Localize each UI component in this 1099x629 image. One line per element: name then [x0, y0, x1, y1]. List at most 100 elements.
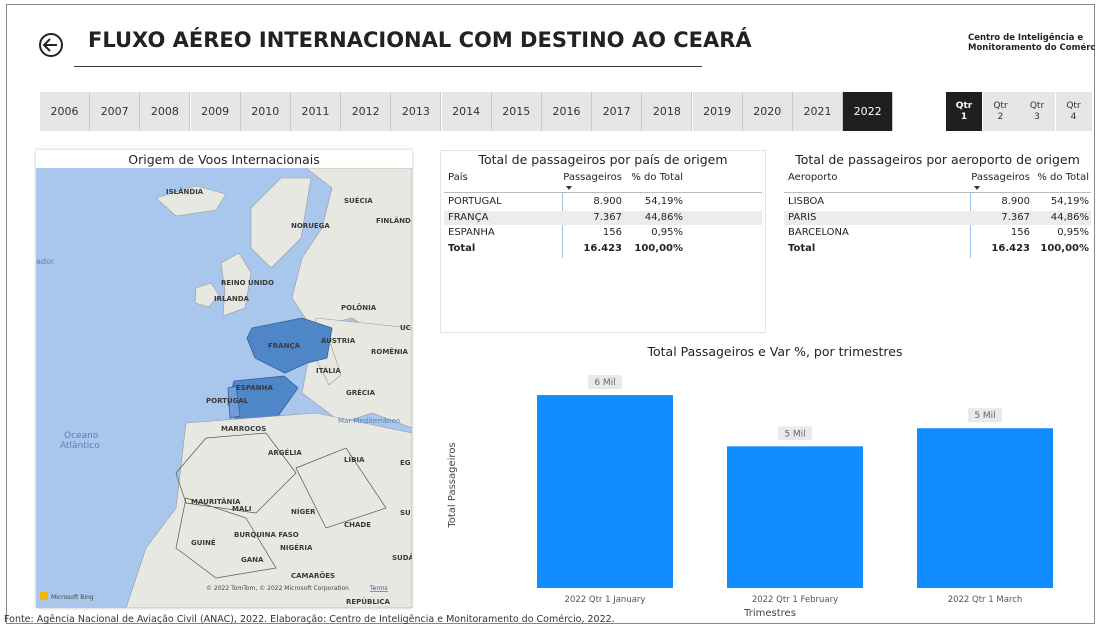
bar — [537, 395, 673, 588]
y-axis-title: Total Passageiros — [447, 442, 458, 528]
year-button[interactable]: 2007 — [90, 92, 141, 131]
table-cell: % do Total — [1037, 172, 1089, 183]
bar-chart: Total Passageiros e Var %, por trimestre… — [447, 344, 1053, 619]
table-cell: 100,00% — [1040, 243, 1089, 254]
quarter-label: Qtr — [1066, 100, 1081, 111]
table-cell: 0,95% — [1057, 227, 1089, 238]
year-button[interactable]: 2013 — [391, 92, 442, 131]
chart-title: Total Passageiros e Var %, por trimestre… — [647, 344, 903, 359]
year-button[interactable]: 2012 — [341, 92, 392, 131]
quarter-button[interactable]: Qtr 1 — [946, 92, 982, 131]
year-button[interactable]: 2019 — [692, 92, 743, 131]
bing-label: Microsoft Bing — [51, 594, 94, 601]
table-title: Total de passageiros por aeroporto de or… — [795, 152, 1080, 167]
quarter-button[interactable]: Qtr 2 — [982, 92, 1019, 131]
quarter-number: 2 — [997, 111, 1004, 122]
table-title: Total de passageiros por país de origem — [478, 152, 728, 167]
frame — [6, 4, 1095, 624]
table-cell: Total — [448, 243, 476, 254]
table-cell: 16.423 — [991, 243, 1030, 254]
year-button[interactable]: 2008 — [140, 92, 191, 131]
map-label: SUÉCIA — [344, 196, 373, 205]
map-label: ROMÊNIA — [371, 347, 409, 356]
map-label: ISLÂNDIA — [166, 187, 204, 196]
map-label: NÍGER — [291, 507, 316, 516]
map-label: POLÔNIA — [341, 303, 377, 312]
table-cell: 44,86% — [644, 211, 683, 223]
map-label: NORUEGA — [291, 222, 330, 230]
x-tick-label: 2022 Qtr 1 February — [752, 595, 838, 605]
year-button[interactable]: 2006 — [40, 92, 90, 131]
quarter-number: 3 — [1034, 111, 1040, 122]
bing-logo — [40, 592, 48, 600]
year-button[interactable]: 2011 — [291, 92, 341, 131]
year-button[interactable]: 2022 — [843, 92, 894, 131]
table-cell: Aeroporto — [788, 172, 838, 183]
year-button[interactable]: 2018 — [642, 92, 693, 131]
map-label: REPÚBLICA — [346, 597, 391, 606]
terms-link[interactable]: Terms — [369, 585, 388, 592]
map-label: ARGÉLIA — [268, 448, 302, 457]
year-button[interactable]: 2021 — [793, 92, 843, 131]
year-button[interactable]: 2010 — [240, 92, 291, 131]
quarter-number: 4 — [1070, 111, 1077, 122]
header-rule — [444, 192, 762, 193]
year-button[interactable]: 2017 — [592, 92, 643, 131]
map-label: UC — [400, 324, 411, 332]
data-label-box — [778, 426, 812, 441]
table-cell: Passageiros — [563, 172, 622, 183]
map-label: GUINÉ — [191, 538, 216, 547]
map-label: GANA — [241, 556, 264, 564]
year-button[interactable]: 2009 — [190, 92, 241, 131]
quarter-label: Qtr — [993, 100, 1008, 111]
quarter-number: 1 — [960, 111, 968, 122]
quarter-button[interactable]: Qtr 4 — [1055, 92, 1092, 131]
table-cell: LISBOA — [788, 196, 825, 207]
table-cell: 54,19% — [1050, 196, 1089, 207]
map-label: MALI — [232, 505, 251, 513]
map-label: EG — [400, 459, 411, 467]
table-cell: 8.900 — [1001, 196, 1030, 207]
data-label: 5 Mil — [784, 429, 805, 439]
map-label: ITÁLIA — [316, 366, 341, 375]
org-line: Centro de Inteligência e — [968, 33, 1084, 43]
map-label: CAMARÕES — [291, 571, 335, 580]
map-label: ÁUSTRIA — [321, 336, 356, 345]
highlight-portugal — [227, 385, 241, 419]
map-label: IRLANDA — [214, 295, 250, 303]
back-button[interactable] — [36, 30, 66, 60]
map-label: CHADE — [344, 521, 371, 529]
map-title: Origem de Voos Internacionais — [128, 152, 320, 167]
land — [250, 177, 312, 269]
table-cell: País — [448, 172, 468, 183]
table-cell: PARIS — [788, 211, 817, 223]
data-label-box — [968, 408, 1002, 423]
table-cell: PORTUGAL — [448, 196, 502, 207]
x-axis-title: Trimestres — [743, 608, 796, 619]
map-label: ador — [36, 257, 55, 266]
year-button[interactable]: 2016 — [542, 92, 592, 131]
land — [194, 282, 220, 308]
data-label-box — [588, 375, 622, 390]
year-button[interactable]: 2015 — [491, 92, 542, 131]
table-cell: Passageiros — [971, 172, 1030, 183]
title-underline — [74, 66, 702, 67]
map-label: GRÉCIA — [346, 388, 376, 397]
year-button[interactable]: 2014 — [441, 92, 492, 131]
column-rule — [562, 192, 563, 258]
table-cell: 7.367 — [1001, 211, 1030, 223]
table-cell: % do Total — [631, 172, 683, 183]
year-button[interactable]: 2020 — [742, 92, 793, 131]
map: ISLÂNDIA SUÉCIA FINLÂND NORUEGA REINO UN… — [36, 168, 412, 608]
quarter-button[interactable]: Qtr 3 — [1019, 92, 1055, 131]
map-label: MARROCOS — [221, 425, 266, 433]
land — [125, 412, 412, 608]
org-name: Centro de Inteligência e Monitoramento do… — [968, 33, 1095, 53]
highlight-france — [246, 317, 333, 374]
sort-arrow — [566, 186, 572, 190]
row-bg — [444, 210, 762, 225]
x-tick-label: 2022 Qtr 1 March — [948, 595, 1023, 605]
map-label: BURQUINA FASO — [234, 531, 299, 539]
table-cell: 0,95% — [651, 227, 683, 238]
